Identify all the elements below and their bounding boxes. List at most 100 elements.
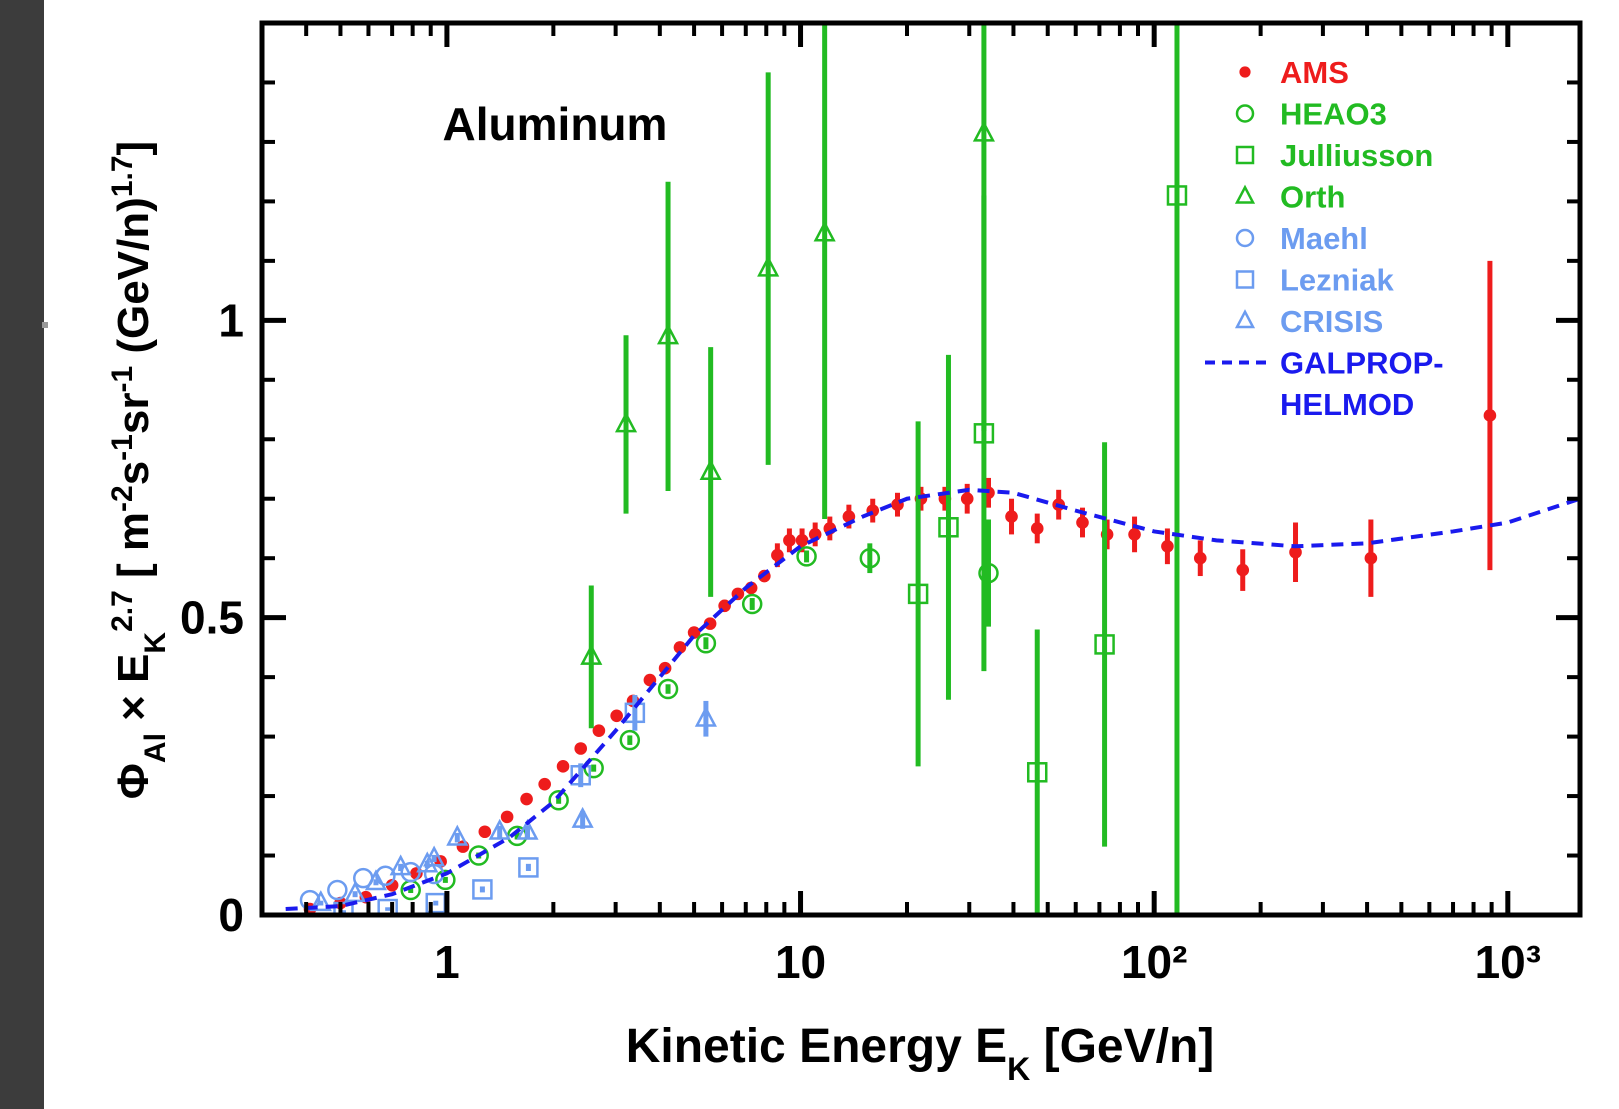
side-strip xyxy=(0,0,44,1109)
point xyxy=(907,583,929,605)
label-part: 2.7 xyxy=(106,590,139,632)
label-part: ] xyxy=(109,141,158,156)
point xyxy=(520,792,533,806)
label-part: × E xyxy=(109,654,158,734)
point xyxy=(657,678,679,700)
point xyxy=(796,546,817,567)
x-axis-label: Kinetic Energy EK [GeV/n] xyxy=(626,1020,1215,1087)
point xyxy=(687,626,701,639)
point xyxy=(614,411,638,433)
point xyxy=(1128,528,1141,541)
point xyxy=(1234,184,1256,204)
point xyxy=(364,869,388,891)
point xyxy=(435,869,456,891)
point xyxy=(813,220,836,242)
point xyxy=(619,729,641,751)
legend-label: AMS xyxy=(1280,55,1349,90)
point xyxy=(468,845,489,866)
label-part: [ m xyxy=(109,512,158,590)
legend: AMS HEAO3 Julliusson Orth Maehl Lezniak CRISIS… xyxy=(1205,55,1444,422)
point xyxy=(570,765,591,786)
model-line xyxy=(285,487,1580,912)
marker-dot xyxy=(42,322,48,328)
point xyxy=(1234,309,1256,329)
point xyxy=(446,824,469,846)
point xyxy=(516,818,539,840)
label-part: Φ xyxy=(109,763,158,799)
annotation: Aluminum xyxy=(443,98,668,150)
point xyxy=(1235,145,1255,165)
label-part: -2 xyxy=(106,485,139,512)
point xyxy=(859,547,881,569)
point xyxy=(327,879,348,901)
plot-area xyxy=(285,23,1580,915)
label-part: s xyxy=(109,461,158,485)
point xyxy=(771,548,784,562)
label-part: -1 xyxy=(106,366,139,393)
point xyxy=(580,643,603,665)
label-part: 1.7 xyxy=(106,155,139,197)
x-tick-label: 1 xyxy=(434,936,460,988)
label-part: Al xyxy=(139,733,172,763)
x-tick-label: 10² xyxy=(1121,936,1187,988)
point xyxy=(571,806,594,828)
point xyxy=(333,901,354,915)
point xyxy=(694,705,717,727)
legend-label: Maehl xyxy=(1280,221,1368,256)
y-tick-label: 1 xyxy=(218,294,244,346)
point xyxy=(656,323,680,345)
point xyxy=(375,865,396,887)
point xyxy=(385,878,399,892)
point xyxy=(1094,634,1115,655)
legend-label: CRISIS xyxy=(1280,304,1383,339)
axes: 1 10 10² 10³ 0 0.5 1 xyxy=(180,20,1583,988)
point xyxy=(1236,563,1250,577)
label-part: Kinetic Energy E xyxy=(626,1020,1007,1073)
point xyxy=(518,857,539,878)
point xyxy=(488,818,511,840)
point xyxy=(1030,522,1044,535)
point xyxy=(478,825,492,839)
point xyxy=(1161,540,1174,553)
point xyxy=(1289,545,1302,559)
frame xyxy=(259,20,1583,918)
label-part: K xyxy=(139,632,172,654)
label-part: -1 xyxy=(106,434,139,461)
point xyxy=(610,709,623,723)
point xyxy=(1166,185,1188,206)
y-tick-label: 0 xyxy=(218,889,244,941)
point xyxy=(1235,228,1255,248)
point xyxy=(795,534,809,547)
point xyxy=(960,492,974,506)
point xyxy=(1235,104,1255,123)
point xyxy=(624,702,646,724)
x-tick-label: 10 xyxy=(775,936,826,988)
point xyxy=(978,562,999,584)
point xyxy=(972,120,995,142)
point xyxy=(703,617,717,630)
y-axis-label: ΦAl × EK2.7 [ m-2s-1sr-1 (GeV/n)1.7] xyxy=(106,141,172,799)
point xyxy=(757,255,780,277)
point xyxy=(538,777,551,791)
point xyxy=(741,593,763,615)
point xyxy=(938,517,959,538)
point xyxy=(783,534,796,547)
point xyxy=(548,789,569,811)
point xyxy=(592,724,606,737)
point xyxy=(309,890,332,912)
label-part: (GeV/n) xyxy=(109,197,158,366)
point xyxy=(1193,551,1207,565)
point xyxy=(1026,762,1048,783)
point xyxy=(1239,66,1251,78)
point xyxy=(1483,409,1497,422)
point xyxy=(1364,551,1378,565)
label-part: [GeV/n] xyxy=(1030,1020,1214,1073)
label-part: sr xyxy=(109,393,158,435)
point xyxy=(556,760,570,773)
point xyxy=(695,632,717,654)
point xyxy=(389,854,412,876)
legend-label: Julliusson xyxy=(1280,138,1433,173)
legend-label: HEAO3 xyxy=(1280,97,1387,132)
legend-label: GALPROP-HELMOD xyxy=(1280,346,1444,423)
